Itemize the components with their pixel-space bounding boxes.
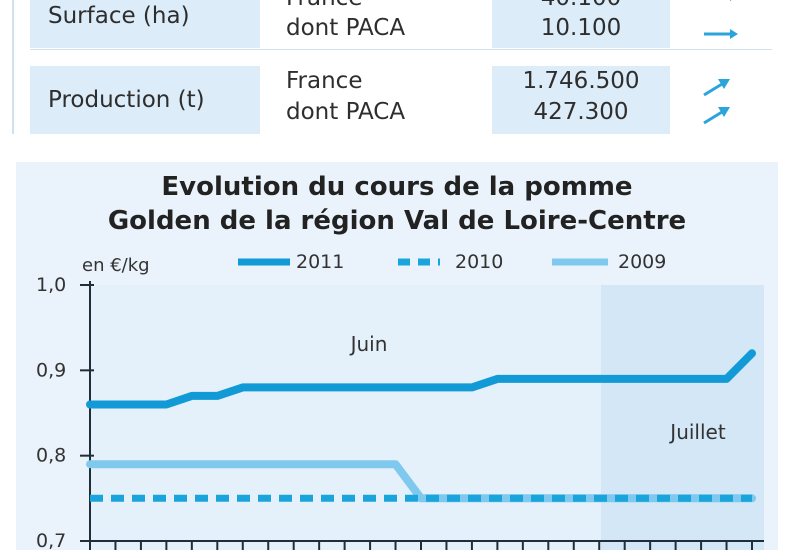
- value-cell: [492, 0, 670, 48]
- y-axis-label: en €/kg: [82, 255, 150, 276]
- value: 40.100: [492, 0, 670, 12]
- plot-area-june: [90, 285, 601, 550]
- value: 427.300: [533, 99, 629, 125]
- table-divider: [30, 49, 772, 50]
- arrow-right-icon: [700, 24, 740, 44]
- region-label: dont PACA: [286, 99, 406, 125]
- y-tick-label: 0,9: [36, 359, 66, 381]
- row-label: Production (t): [48, 87, 205, 113]
- region-label: France: [286, 0, 362, 12]
- series-line-2011: [86, 349, 756, 409]
- legend-label-2011: 2011: [296, 251, 344, 273]
- annotation-juillet: Juillet: [668, 420, 726, 444]
- chart-title: Evolution du cours de la pomme: [161, 172, 633, 202]
- legend: 2011 2010 2009: [238, 251, 666, 273]
- arrow-right-icon: [700, 0, 740, 10]
- value: 10.100: [540, 15, 622, 41]
- y-tick-label: 0,8: [36, 445, 66, 467]
- region-label: France: [286, 68, 363, 94]
- legend-label-2009: 2009: [618, 251, 666, 273]
- row-label: Surface (ha): [48, 3, 190, 29]
- value-cell: [492, 66, 670, 134]
- legend-label-2010: 2010: [455, 251, 503, 273]
- table-row: [30, 66, 260, 134]
- table-divider: [12, 0, 14, 134]
- chart-subtitle: Golden de la région Val de Loire-Centre: [107, 206, 687, 236]
- table-row: [30, 0, 260, 48]
- arrow-up-right-icon: [700, 76, 734, 98]
- value: 1.746.500: [522, 68, 640, 94]
- annotation-juin: Juin: [349, 332, 388, 356]
- y-tick-label: 0,7: [36, 530, 66, 550]
- y-tick-label: 1,0: [36, 274, 66, 296]
- arrow-up-right-icon: [700, 104, 734, 126]
- plot-area-july: [601, 285, 764, 550]
- region-label: dont PACA: [286, 15, 406, 41]
